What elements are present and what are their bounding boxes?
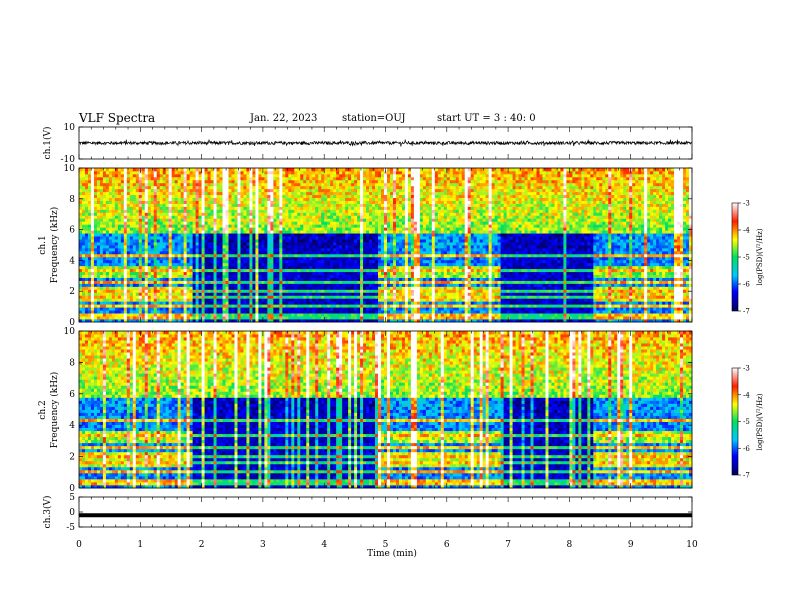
ch1-wave-ytick-label: 10	[64, 123, 76, 133]
ch2-spectrogram-panel: 0 2 4 6 8 10	[64, 327, 693, 494]
ch1-waveform-panel: 10 -10	[61, 123, 693, 165]
cbar-tick-label: -4	[743, 391, 750, 399]
ch3-wave-ytick-label: -5	[66, 523, 75, 533]
cbar-tick-label: -7	[743, 472, 750, 480]
ch1-spec-cells	[79, 168, 693, 323]
x-tick-label: 5	[383, 540, 389, 550]
start-time-label: start UT = 3 : 40: 0	[437, 113, 536, 124]
x-tick-label: 8	[567, 540, 573, 550]
x-tick-label: 6	[444, 540, 450, 550]
ch1-spec-ytick-label: 8	[69, 195, 75, 205]
ch2-spec-ytick-label: 6	[69, 390, 75, 400]
ch1-spec-ytick-label: 2	[69, 287, 75, 297]
ch2-spec-ytick-label: 2	[69, 453, 75, 463]
cbar-tick-label: -3	[743, 365, 750, 373]
ch2-spec-ytick-label: 4	[69, 421, 75, 431]
ch3-waveform-panel: 5 0 -5	[66, 493, 693, 533]
x-tick-label: 9	[628, 540, 634, 550]
date-label: Jan. 22, 2023	[250, 113, 317, 124]
ch1-cbar-label: log(PSD)(V²/Hz)	[756, 228, 764, 285]
ch2-spec-ytick-label: 0	[69, 484, 75, 494]
ch3-wave-ytick-label: 5	[69, 493, 75, 503]
ch1-spec-ytick-label: 4	[69, 256, 75, 266]
x-tick-label: 10	[686, 540, 698, 550]
x-tick-label: 0	[76, 540, 82, 550]
time-axis: 0 1 2 3 4 5 6 7 8 9 10	[76, 127, 698, 550]
ch1-spec-ytick-label: 0	[69, 318, 75, 328]
ch1-spec-ylabel: Frequency (kHz)	[49, 207, 60, 284]
cbar-tick-label: -5	[743, 254, 750, 262]
x-tick-label: 1	[137, 540, 143, 550]
ch1-wave-ytick-label: -10	[61, 155, 76, 165]
ch1-spec-ytick-label: 10	[64, 164, 76, 174]
ch2-spec-cells	[79, 331, 693, 489]
ch1-wave-trace	[78, 138, 693, 147]
cbar-tick-label: -3	[743, 200, 750, 208]
x-tick-label: 4	[321, 540, 327, 550]
cbar-tick-label: -4	[743, 227, 750, 235]
x-axis-label: Time (min)	[367, 548, 417, 559]
x-tick-label: 2	[199, 540, 205, 550]
x-tick-label: 7	[505, 540, 511, 550]
chart-title: VLF Spectra	[79, 111, 155, 125]
ch2-spec-ylabel: Frequency (kHz)	[49, 372, 60, 449]
ch2-spec-channel-label: ch.2	[38, 400, 48, 419]
cbar-tick-label: -6	[743, 445, 750, 453]
ch1-spectrogram-panel: 0 2 4 6 8 10	[64, 164, 693, 328]
ch1-spec-ytick-label: 6	[69, 226, 75, 236]
ch3-wave-ytick-label: 0	[69, 508, 75, 518]
ch2-cbar-label: log(PSD)(V²/Hz)	[756, 393, 764, 450]
ch2-spec-ytick-label: 10	[64, 327, 76, 337]
cbar-tick-label: -6	[743, 281, 750, 289]
ch2-spec-ytick-label: 8	[69, 358, 75, 368]
ch1-wave-ylabel: ch.1(V)	[42, 127, 53, 160]
cbar-tick-label: -7	[743, 308, 750, 316]
cbar-tick-label: -5	[743, 418, 750, 426]
x-tick-label: 3	[260, 540, 266, 550]
ch1-spec-channel-label: ch.1	[38, 235, 48, 254]
station-label: station=OUJ	[342, 113, 406, 124]
ch3-wave-ylabel: ch.3(V)	[42, 496, 53, 529]
